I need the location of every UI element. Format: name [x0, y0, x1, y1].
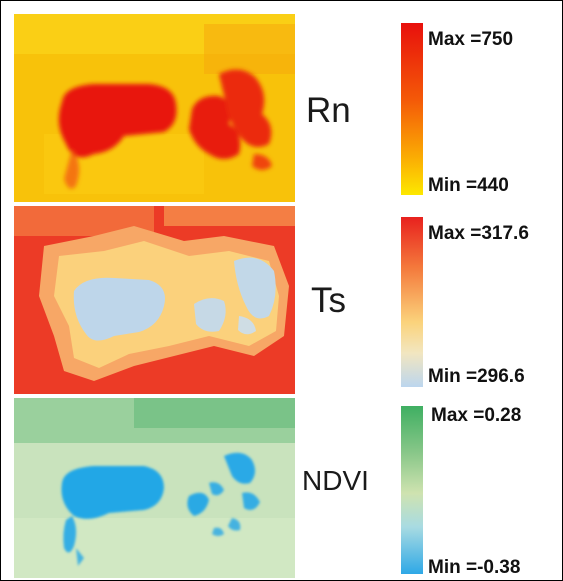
ts-map: [14, 206, 295, 394]
ts-max-label: Max =317.6: [428, 223, 529, 244]
rn-colorbar: [401, 23, 423, 195]
rn-label: Rn: [306, 91, 351, 130]
rn-map: [14, 14, 295, 202]
ndvi-min-label: Min =-0.38: [428, 557, 521, 578]
ndvi-label: NDVI: [302, 465, 369, 496]
rn-map-image: [14, 14, 295, 202]
rn-max-label: Max =750: [428, 29, 514, 50]
ts-label: Ts: [311, 281, 346, 320]
ndvi-map-image: [14, 398, 295, 578]
ts-map-image: [14, 206, 295, 394]
ndvi-max-label: Max =0.28: [431, 405, 522, 426]
ndvi-colorbar: [401, 406, 423, 574]
ndvi-map: [14, 398, 295, 578]
ts-min-label: Min =296.6: [428, 366, 525, 387]
ts-colorbar: [401, 217, 423, 387]
rn-min-label: Min =440: [428, 175, 509, 196]
